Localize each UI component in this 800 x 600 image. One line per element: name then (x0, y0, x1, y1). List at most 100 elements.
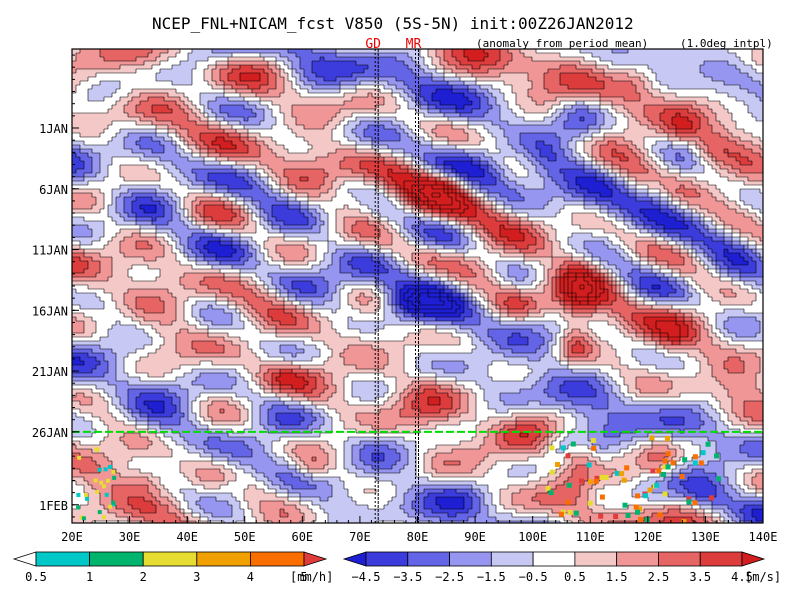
heatmap-cell (576, 109, 580, 113)
heatmap-cell (592, 125, 596, 129)
heatmap-cell (400, 49, 404, 53)
heatmap-cell (204, 141, 208, 145)
heatmap-cell (256, 49, 260, 53)
heatmap-cell (180, 117, 184, 121)
heatmap-cell (436, 109, 440, 113)
heatmap-cell (316, 125, 320, 129)
heatmap-cell (196, 69, 200, 73)
heatmap-cell (636, 69, 640, 73)
heatmap-cell (84, 129, 88, 133)
heatmap-cell (588, 77, 592, 81)
heatmap-cell (292, 57, 296, 61)
heatmap-cell (504, 89, 508, 93)
heatmap-cell (128, 125, 132, 129)
heatmap-cell (568, 93, 572, 97)
heatmap-cell (460, 101, 464, 105)
heatmap-cell (552, 65, 556, 69)
heatmap-cell (164, 73, 168, 77)
heatmap-cell (136, 57, 140, 61)
heatmap-cell (728, 137, 732, 141)
heatmap-cell (476, 121, 480, 125)
heatmap-cell (92, 81, 96, 85)
heatmap-cell (276, 97, 280, 101)
heatmap-cell (620, 89, 624, 93)
heatmap-cell (532, 101, 536, 105)
heatmap-cell (156, 85, 160, 89)
heatmap-cell (680, 49, 684, 53)
heatmap-cell (212, 69, 216, 73)
heatmap-cell (516, 141, 520, 145)
heatmap-cell (408, 133, 412, 137)
heatmap-cell (496, 85, 500, 89)
heatmap-cell (240, 65, 244, 69)
heatmap-cell (352, 93, 356, 97)
heatmap-cell (172, 89, 176, 93)
heatmap-cell (724, 57, 728, 61)
heatmap-cell (648, 93, 652, 97)
heatmap-cell (292, 137, 296, 141)
heatmap-cell (188, 69, 192, 73)
heatmap-cell (296, 101, 300, 105)
heatmap-cell (620, 93, 624, 97)
heatmap-cell (296, 53, 300, 57)
heatmap-cell (736, 93, 740, 97)
heatmap-cell (424, 89, 428, 93)
heatmap-cell (156, 65, 160, 69)
heatmap-cell (360, 121, 364, 125)
heatmap-cell (424, 129, 428, 133)
heatmap-cell (724, 117, 728, 121)
heatmap-cell (104, 137, 108, 141)
heatmap-cell (200, 53, 204, 57)
heatmap-cell (204, 73, 208, 77)
heatmap-cell (724, 73, 728, 77)
heatmap-cell (104, 65, 108, 69)
heatmap-cell (340, 101, 344, 105)
heatmap-cell (156, 93, 160, 97)
heatmap-cell (108, 81, 112, 85)
heatmap-cell (724, 89, 728, 93)
heatmap-cell (616, 109, 620, 113)
heatmap-cell (72, 93, 76, 97)
heatmap-cell (340, 53, 344, 57)
heatmap-cell (220, 85, 224, 89)
heatmap-cell (428, 89, 432, 93)
heatmap-cell (284, 121, 288, 125)
heatmap-cell (196, 89, 200, 93)
heatmap-cell (192, 105, 196, 109)
heatmap-cell (612, 129, 616, 133)
heatmap-cell (208, 81, 212, 85)
heatmap-cell (72, 117, 76, 121)
heatmap-cell (524, 117, 528, 121)
heatmap-cell (328, 85, 332, 89)
heatmap-cell (272, 101, 276, 105)
heatmap-cell (396, 65, 400, 69)
heatmap-cell (648, 81, 652, 85)
heatmap-cell (408, 93, 412, 97)
heatmap-cell (444, 101, 448, 105)
heatmap-cell (252, 61, 256, 65)
heatmap-cell (236, 77, 240, 81)
heatmap-cell (592, 89, 596, 93)
heatmap-cell (252, 49, 256, 53)
heatmap-cell (128, 105, 132, 109)
heatmap-cell (384, 53, 388, 57)
heatmap-cell (308, 117, 312, 121)
heatmap-cell (516, 117, 520, 121)
heatmap-cell (192, 137, 196, 141)
heatmap-cell (112, 121, 116, 125)
heatmap-cell (236, 85, 240, 89)
heatmap-cell (732, 101, 736, 105)
heatmap-cell (504, 53, 508, 57)
heatmap-cell (672, 73, 676, 77)
heatmap-cell (188, 85, 192, 89)
heatmap-cell (368, 137, 372, 141)
heatmap-cell (524, 105, 528, 109)
heatmap-cell (240, 117, 244, 121)
heatmap-cell (752, 61, 756, 65)
heatmap-cell (548, 137, 552, 141)
heatmap-cell (752, 121, 756, 125)
heatmap-cell (608, 85, 612, 89)
heatmap-cell (500, 125, 504, 129)
heatmap-cell (492, 105, 496, 109)
heatmap-cell (692, 133, 696, 137)
